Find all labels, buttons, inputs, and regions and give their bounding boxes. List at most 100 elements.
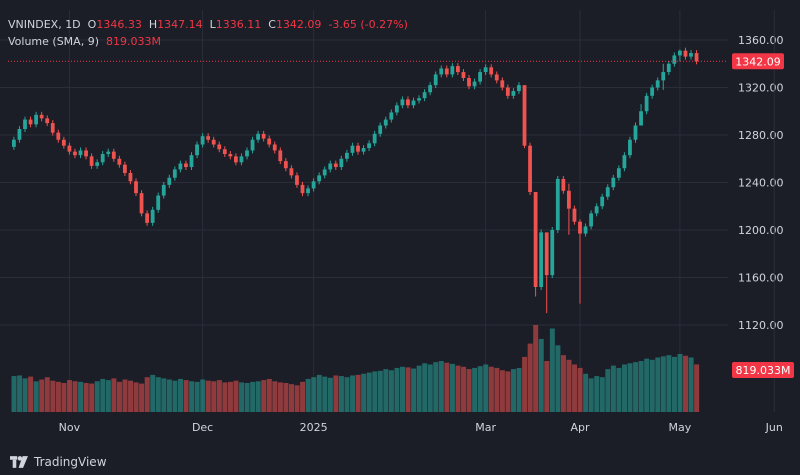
candle-body[interactable] xyxy=(589,213,593,227)
candle-body[interactable] xyxy=(439,68,444,75)
candle-body[interactable] xyxy=(283,161,288,169)
candle-body[interactable] xyxy=(128,173,133,182)
candle-body[interactable] xyxy=(655,80,660,88)
candle-body[interactable] xyxy=(666,63,671,73)
candle-body[interactable] xyxy=(444,68,449,75)
candle-body[interactable] xyxy=(550,230,555,276)
candle-body[interactable] xyxy=(278,150,283,162)
candle-body[interactable] xyxy=(78,150,83,156)
candle-body[interactable] xyxy=(256,133,260,140)
candle-body[interactable] xyxy=(505,87,510,96)
candle-body[interactable] xyxy=(489,67,494,75)
candle-body[interactable] xyxy=(28,119,33,125)
candle-body[interactable] xyxy=(17,129,22,140)
candle-body[interactable] xyxy=(411,100,416,106)
candle-body[interactable] xyxy=(172,169,177,178)
candle-body[interactable] xyxy=(95,162,100,166)
candle-body[interactable] xyxy=(89,156,94,166)
candle-body[interactable] xyxy=(117,158,122,165)
candle-body[interactable] xyxy=(311,181,316,189)
candle-body[interactable] xyxy=(689,53,693,57)
candle-body[interactable] xyxy=(517,85,521,92)
candle-body[interactable] xyxy=(45,118,50,124)
candle-body[interactable] xyxy=(317,175,322,182)
candle-body[interactable] xyxy=(472,81,477,87)
candle-body[interactable] xyxy=(61,139,66,146)
candle-body[interactable] xyxy=(422,92,427,99)
candle-body[interactable] xyxy=(428,85,433,93)
candle-body[interactable] xyxy=(644,95,649,112)
candle-body[interactable] xyxy=(106,151,111,154)
candle-body[interactable] xyxy=(611,177,616,188)
candle-body[interactable] xyxy=(150,209,155,223)
candle-body[interactable] xyxy=(67,145,72,152)
candle-body[interactable] xyxy=(467,78,471,87)
candle-body[interactable] xyxy=(195,144,199,156)
candle-body[interactable] xyxy=(572,208,577,222)
candle-body[interactable] xyxy=(400,99,405,106)
candle-body[interactable] xyxy=(289,168,294,176)
candle-body[interactable] xyxy=(84,150,88,157)
candle-body[interactable] xyxy=(167,177,172,185)
candle-body[interactable] xyxy=(622,155,627,169)
symbol-name[interactable]: VNINDEX xyxy=(8,18,59,31)
candle-body[interactable] xyxy=(345,152,349,159)
candle-body[interactable] xyxy=(333,163,338,168)
candle-body[interactable] xyxy=(139,193,144,214)
candle-body[interactable] xyxy=(461,72,466,78)
candle-body[interactable] xyxy=(555,178,560,230)
candle-body[interactable] xyxy=(239,156,244,163)
candle-body[interactable] xyxy=(111,151,116,159)
candle-body[interactable] xyxy=(678,50,682,56)
candle-body[interactable] xyxy=(306,188,310,194)
tradingview-brand[interactable]: TradingView xyxy=(10,455,107,469)
candle-body[interactable] xyxy=(450,66,455,75)
candle-body[interactable] xyxy=(211,139,216,145)
candle-body[interactable] xyxy=(406,99,410,106)
volume-value-tag[interactable] xyxy=(732,362,794,378)
candle-body[interactable] xyxy=(134,181,138,194)
candle-body[interactable] xyxy=(639,111,643,126)
candle-body[interactable] xyxy=(533,192,538,287)
candle-body[interactable] xyxy=(250,139,255,151)
candle-body[interactable] xyxy=(356,145,360,152)
candle-body[interactable] xyxy=(217,144,222,150)
candle-body[interactable] xyxy=(417,98,421,101)
candle-body[interactable] xyxy=(394,105,399,113)
candle-body[interactable] xyxy=(478,72,482,82)
candle-body[interactable] xyxy=(378,125,383,134)
candle-body[interactable] xyxy=(228,154,233,157)
candle-body[interactable] xyxy=(672,55,677,64)
candle-body[interactable] xyxy=(372,133,377,144)
candle-body[interactable] xyxy=(23,119,27,130)
candle-body[interactable] xyxy=(578,221,582,234)
candle-body[interactable] xyxy=(583,226,588,234)
candle-body[interactable] xyxy=(34,114,38,125)
candle-body[interactable] xyxy=(694,53,699,62)
candle-body[interactable] xyxy=(605,187,610,197)
candle-body[interactable] xyxy=(178,163,183,170)
candle-body[interactable] xyxy=(494,74,499,81)
interval-label[interactable]: 1D xyxy=(65,18,81,31)
candle-body[interactable] xyxy=(567,190,571,209)
candle-body[interactable] xyxy=(361,148,366,152)
candle-body[interactable] xyxy=(234,156,238,163)
candle-body[interactable] xyxy=(367,143,371,149)
candle-body[interactable] xyxy=(12,139,16,147)
candle-body[interactable] xyxy=(661,72,666,81)
candle-body[interactable] xyxy=(683,50,688,57)
candle-body[interactable] xyxy=(200,136,205,145)
candle-body[interactable] xyxy=(295,175,299,185)
candle-body[interactable] xyxy=(433,74,438,86)
candle-body[interactable] xyxy=(267,138,272,145)
candle-body[interactable] xyxy=(328,163,333,170)
candle-body[interactable] xyxy=(600,196,605,207)
candle-body[interactable] xyxy=(456,66,460,73)
volume-label[interactable]: Volume (SMA, 9) xyxy=(8,35,99,48)
candle-body[interactable] xyxy=(594,206,599,214)
candle-body[interactable] xyxy=(300,184,305,194)
candle-body[interactable] xyxy=(528,145,532,192)
candle-body[interactable] xyxy=(616,168,621,178)
candle-body[interactable] xyxy=(50,123,55,133)
